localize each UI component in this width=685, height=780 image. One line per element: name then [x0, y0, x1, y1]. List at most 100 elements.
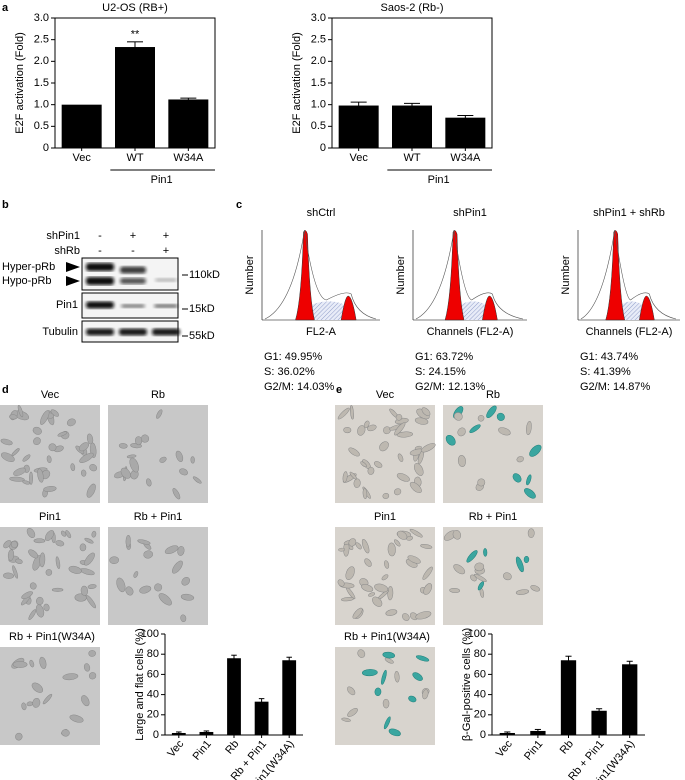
cell: [45, 569, 53, 576]
cell: [139, 585, 152, 594]
y-tick-label: 0.5: [311, 120, 326, 132]
cell: [15, 558, 23, 565]
band-arrow: [66, 276, 80, 286]
error-bar: [626, 660, 633, 668]
cell: [133, 571, 139, 578]
cell: [29, 582, 37, 590]
bar: [392, 105, 432, 148]
cell: [22, 480, 31, 485]
cell: [526, 474, 532, 486]
y-tick-label: 2.0: [34, 55, 49, 67]
micrograph-label: Rb + Pin1(W34A): [344, 631, 430, 643]
band-label: Tubulin: [42, 326, 78, 338]
x-tick-label: W34A: [450, 152, 481, 164]
flow-stat: G1: 63.72%: [415, 351, 473, 363]
cell: [181, 577, 190, 586]
cell: [140, 434, 150, 443]
cell: [502, 572, 512, 581]
panel-letter: a: [2, 2, 9, 14]
cell: [347, 686, 356, 696]
cell: [337, 407, 350, 420]
flow-g2-peak: [639, 295, 655, 321]
flow-g2-peak: [482, 295, 498, 321]
bar: [254, 701, 269, 735]
cell: [179, 468, 188, 476]
cell: [10, 540, 18, 549]
condition-mark: -: [98, 230, 102, 242]
panel-letter: b: [2, 199, 9, 211]
size-label: 55kD: [189, 330, 215, 342]
cell: [409, 528, 423, 538]
cell: [422, 566, 433, 580]
cell: [91, 530, 97, 538]
y-tick-label: 3.0: [311, 12, 326, 24]
blot-band: [119, 328, 147, 336]
y-tick-label: 1.0: [311, 99, 326, 111]
flow-x-label: Channels (FL2-A): [586, 326, 673, 338]
cell: [86, 483, 96, 498]
x-tick-label: WT: [403, 152, 420, 164]
cell: [414, 417, 429, 425]
size-label: 110kD: [189, 269, 220, 281]
cell: [406, 535, 413, 541]
bar: [199, 731, 214, 735]
cell: [78, 442, 89, 452]
bar: [560, 660, 577, 735]
cell: [352, 607, 363, 619]
cell: [46, 455, 52, 464]
cell: [172, 560, 183, 574]
cell: [39, 552, 46, 568]
cell: [523, 555, 530, 564]
cell: [116, 577, 126, 593]
cell: [156, 409, 163, 419]
y-axis-label: β-Gal-positive cells (%): [461, 628, 473, 741]
cell: [412, 672, 423, 681]
cell: [387, 586, 394, 601]
micrograph-label: Pin1: [374, 511, 396, 523]
flow-stat: G2/M: 14.87%: [580, 381, 651, 393]
y-tick-label: 40: [147, 689, 159, 701]
flow-title: shPin1 + shRb: [593, 207, 665, 219]
flow-outline: [264, 229, 377, 320]
cell: [382, 493, 390, 499]
cell: [379, 441, 389, 452]
cell: [420, 544, 433, 549]
cell: [55, 540, 65, 547]
x-tick-label: Vec: [72, 152, 91, 164]
band-label: Pin1: [56, 299, 78, 311]
cell: [394, 488, 402, 496]
cell: [109, 556, 119, 564]
y-tick-label: 1.5: [34, 77, 49, 89]
flow-stat: G1: 49.95%: [264, 351, 322, 363]
cell: [32, 697, 41, 708]
cell: [372, 596, 383, 607]
cell: [357, 425, 366, 436]
chart-title: U2-OS (RB+): [102, 2, 168, 14]
cell: [48, 443, 57, 452]
cell: [402, 613, 410, 621]
y-tick-label: 2.5: [311, 34, 326, 46]
cell: [367, 466, 375, 475]
error-bar: [286, 656, 292, 664]
cell: [470, 574, 477, 582]
panel-letter: e: [336, 384, 342, 396]
cell: [338, 547, 346, 552]
significance-mark: **: [131, 29, 140, 41]
error-bar: [350, 101, 367, 109]
x-tick-label: Pin1: [191, 738, 214, 763]
cell: [172, 488, 181, 500]
flow-g1-peak: [444, 230, 465, 321]
cell: [62, 673, 79, 681]
blot-band: [152, 328, 180, 336]
error-bar: [457, 115, 474, 120]
micrograph-label: Pin1: [39, 511, 61, 523]
condition-label: shRb: [54, 245, 80, 257]
y-tick-label: 60: [474, 668, 486, 680]
error-bar: [258, 698, 265, 705]
cell: [341, 717, 351, 722]
cell: [457, 427, 466, 437]
cell: [29, 659, 35, 668]
cell: [22, 454, 31, 462]
cell: [364, 558, 372, 567]
cell: [3, 572, 15, 579]
